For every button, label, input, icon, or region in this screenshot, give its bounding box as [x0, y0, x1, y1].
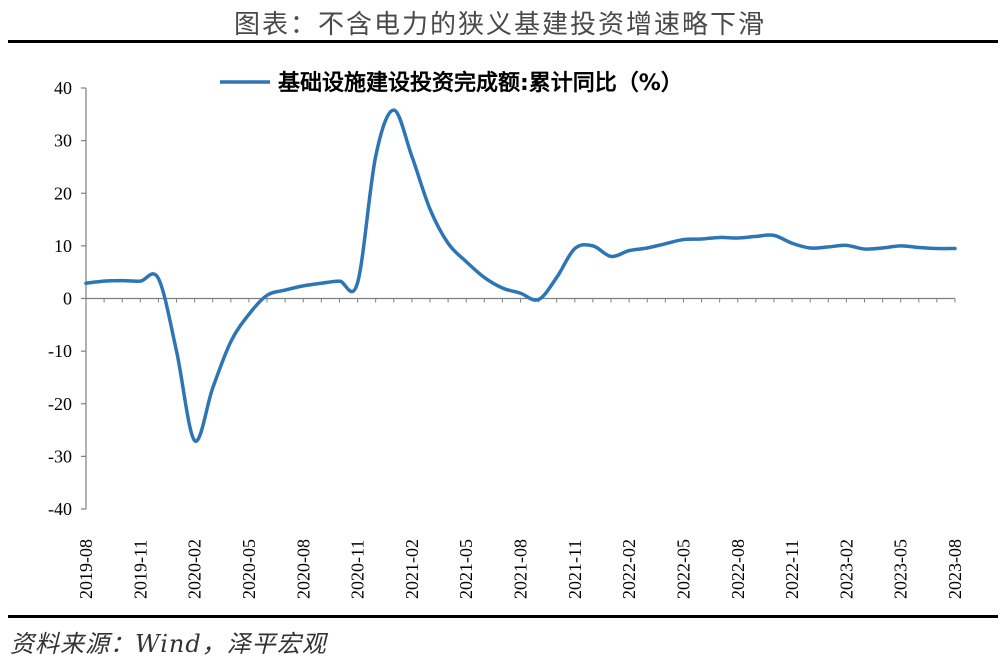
data-point — [555, 275, 559, 279]
data-point — [935, 247, 939, 251]
data-point — [537, 298, 541, 302]
x-tick-label: 2021-05 — [456, 539, 476, 599]
data-point — [790, 241, 794, 245]
data-point — [193, 439, 197, 443]
y-tick-label: -40 — [48, 499, 72, 519]
data-point — [211, 386, 215, 390]
data-point — [736, 236, 740, 240]
data-point — [663, 242, 667, 246]
data-point — [772, 233, 776, 237]
data-point — [84, 281, 88, 285]
data-point — [681, 238, 685, 242]
x-tick-label: 2022-05 — [673, 539, 693, 599]
data-point — [718, 235, 722, 239]
data-point — [428, 207, 432, 211]
data-point — [917, 245, 921, 249]
data-point — [392, 108, 396, 112]
x-tick-label: 2020-11 — [348, 540, 368, 599]
data-point — [862, 247, 866, 251]
data-point — [519, 291, 523, 295]
y-tick-label: -20 — [48, 394, 72, 414]
series-layer — [84, 108, 957, 443]
data-point — [319, 281, 323, 285]
data-point — [700, 237, 704, 241]
y-tick-label: 20 — [54, 183, 72, 203]
x-tick-label: 2020-05 — [239, 539, 259, 599]
x-tick-label: 2021-11 — [565, 540, 585, 599]
data-point — [301, 284, 305, 288]
bottom-rule — [8, 615, 998, 618]
x-tick-label: 2022-02 — [619, 539, 639, 599]
x-tick-label: 2023-05 — [891, 539, 911, 599]
y-tick-label: 40 — [54, 78, 72, 98]
x-tick-label: 2020-02 — [185, 539, 205, 599]
y-tick-label: 30 — [54, 131, 72, 151]
series-line — [84, 108, 957, 443]
data-point — [356, 281, 360, 285]
legend: 基础设施建设投资完成额:累计同比（%） — [220, 70, 683, 96]
y-tick-label: 0 — [63, 289, 72, 309]
data-point — [899, 244, 903, 248]
data-point — [627, 249, 631, 253]
data-point — [446, 241, 450, 245]
data-point — [138, 279, 142, 283]
y-tick-label: -30 — [48, 446, 72, 466]
data-point — [156, 277, 160, 281]
data-point — [645, 246, 649, 250]
x-tick-label: 2020-08 — [293, 539, 313, 599]
data-point — [609, 254, 613, 258]
data-point — [283, 288, 287, 292]
data-point — [229, 340, 233, 344]
y-tick-label: -10 — [48, 341, 72, 361]
top-rule — [8, 40, 998, 43]
data-point — [826, 245, 830, 249]
data-point — [844, 243, 848, 247]
source-note: 资料来源：Wind，泽平宏观 — [10, 630, 327, 658]
x-tick-label: 2019-11 — [130, 540, 150, 599]
x-tick-label: 2019-08 — [76, 539, 96, 599]
data-point — [175, 349, 179, 353]
data-point — [573, 247, 577, 251]
data-point — [881, 246, 885, 250]
legend-label: 基础设施建设投资完成额:累计同比（%） — [278, 70, 683, 96]
x-tick-label: 2023-08 — [945, 539, 965, 599]
x-tick-label: 2022-11 — [782, 540, 802, 599]
data-point — [120, 279, 124, 283]
data-point — [808, 246, 812, 250]
data-point — [591, 244, 595, 248]
data-point — [500, 286, 504, 290]
data-point — [410, 154, 414, 158]
data-point — [265, 293, 269, 297]
data-point — [374, 154, 378, 158]
data-point — [953, 247, 957, 251]
data-point — [464, 260, 468, 264]
x-tick-label: 2023-02 — [836, 539, 856, 599]
data-point — [247, 312, 251, 316]
data-point — [102, 279, 106, 283]
x-tick-label: 2021-02 — [402, 539, 422, 599]
data-point — [754, 234, 758, 238]
x-tick-label: 2022-08 — [728, 539, 748, 599]
page-title: 图表：不含电力的狭义基建投资增速略下滑 — [233, 10, 766, 40]
x-tick-label: 2021-08 — [511, 539, 531, 599]
data-point — [337, 279, 341, 283]
data-point — [482, 275, 486, 279]
y-tick-label: 10 — [54, 236, 72, 256]
